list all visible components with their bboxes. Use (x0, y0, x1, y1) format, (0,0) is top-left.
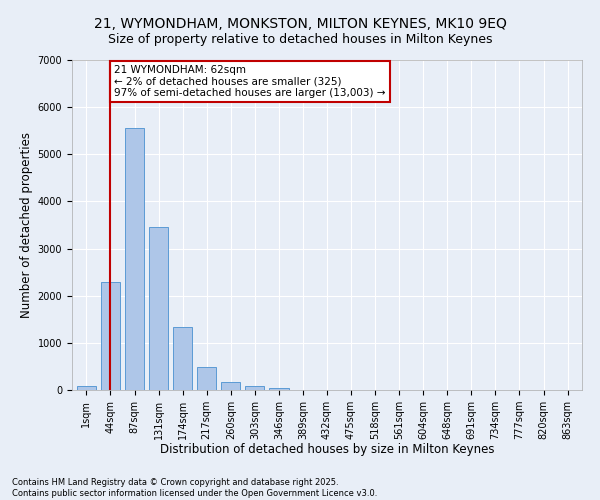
Bar (77, 386, 96, 390)
Bar (149, 228, 168, 390)
Bar (269, 388, 289, 390)
Text: Contains HM Land Registry data © Crown copyright and database right 2025.
Contai: Contains HM Land Registry data © Crown c… (12, 478, 377, 498)
Bar (101, 282, 120, 390)
Text: 21, WYMONDHAM, MONKSTON, MILTON KEYNES, MK10 9EQ: 21, WYMONDHAM, MONKSTON, MILTON KEYNES, … (94, 18, 506, 32)
Bar (197, 368, 217, 390)
Bar (221, 382, 241, 390)
Bar (125, 128, 144, 390)
Text: 21 WYMONDHAM: 62sqm
← 2% of detached houses are smaller (325)
97% of semi-detach: 21 WYMONDHAM: 62sqm ← 2% of detached hou… (114, 64, 386, 98)
X-axis label: Distribution of detached houses by size in Milton Keynes: Distribution of detached houses by size … (160, 444, 494, 456)
Text: Size of property relative to detached houses in Milton Keynes: Size of property relative to detached ho… (108, 32, 492, 46)
Bar (173, 328, 192, 390)
Y-axis label: Number of detached properties: Number of detached properties (20, 132, 34, 318)
Bar (245, 386, 265, 390)
